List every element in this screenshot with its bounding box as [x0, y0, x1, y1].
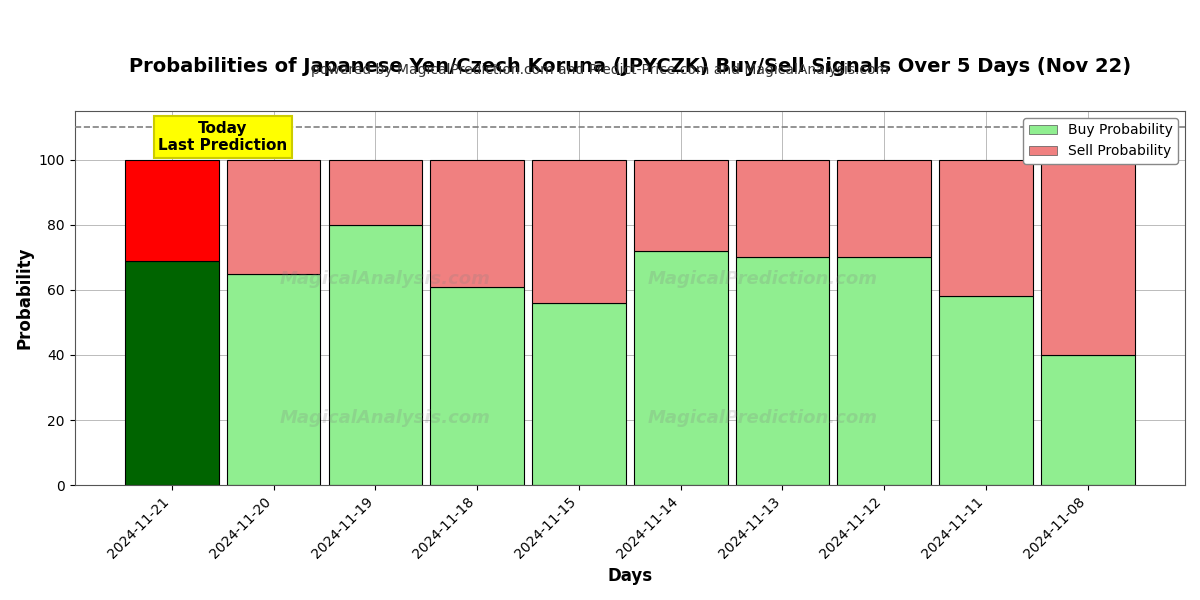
- X-axis label: Days: Days: [607, 567, 653, 585]
- Bar: [532, 160, 625, 303]
- Text: Today
Last Prediction: Today Last Prediction: [158, 121, 288, 153]
- Bar: [125, 160, 218, 260]
- Bar: [431, 160, 524, 287]
- Bar: [329, 225, 422, 485]
- Text: MagicalPrediction.com: MagicalPrediction.com: [648, 409, 878, 427]
- Y-axis label: Probability: Probability: [16, 247, 34, 349]
- Bar: [1040, 160, 1134, 355]
- Bar: [227, 160, 320, 274]
- Bar: [125, 260, 218, 485]
- Bar: [227, 274, 320, 485]
- Bar: [634, 251, 727, 485]
- Bar: [736, 160, 829, 257]
- Title: Probabilities of Japanese Yen/Czech Koruna (JPYCZK) Buy/Sell Signals Over 5 Days: Probabilities of Japanese Yen/Czech Koru…: [128, 57, 1130, 76]
- Bar: [940, 296, 1033, 485]
- Legend: Buy Probability, Sell Probability: Buy Probability, Sell Probability: [1024, 118, 1178, 164]
- Bar: [329, 160, 422, 225]
- Bar: [1040, 355, 1134, 485]
- Bar: [940, 160, 1033, 296]
- Bar: [838, 160, 931, 257]
- Text: MagicalAnalysis.com: MagicalAnalysis.com: [280, 270, 491, 288]
- Text: MagicalPrediction.com: MagicalPrediction.com: [648, 270, 878, 288]
- Text: MagicalAnalysis.com: MagicalAnalysis.com: [280, 409, 491, 427]
- Bar: [532, 303, 625, 485]
- Bar: [431, 287, 524, 485]
- Bar: [838, 257, 931, 485]
- Text: powered by MagicalPrediction.com and Predict-Price.com and MagicalAnalysis.com: powered by MagicalPrediction.com and Pre…: [311, 63, 889, 77]
- Bar: [736, 257, 829, 485]
- Bar: [634, 160, 727, 251]
